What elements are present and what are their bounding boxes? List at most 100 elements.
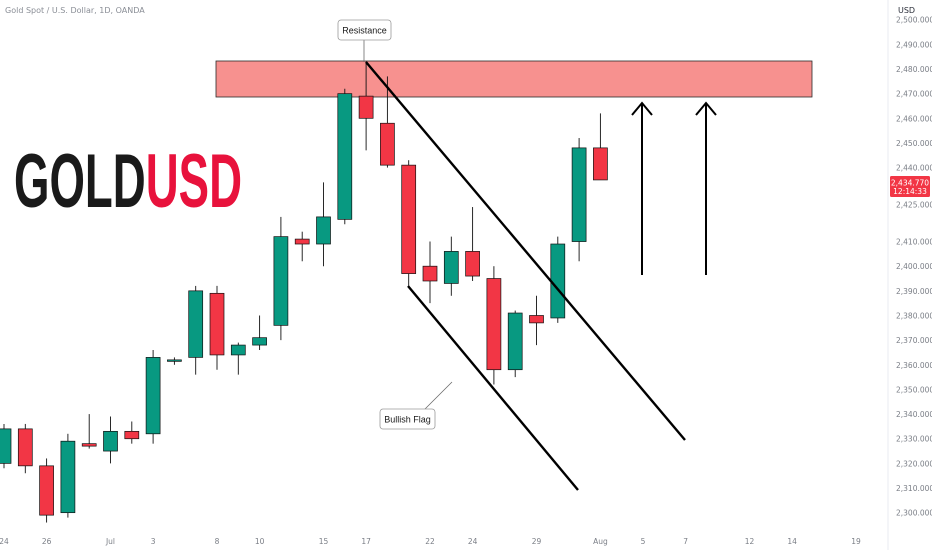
candle-up (103, 416, 118, 464)
candle-up (443, 236, 459, 296)
candle-body (358, 95, 374, 119)
candle-up (0, 423, 12, 469)
candle-body (167, 359, 182, 362)
candle-up (273, 216, 289, 341)
x-tick-label: 15 (319, 537, 329, 546)
flag-upper-line[interactable] (365, 61, 686, 441)
x-tick-label: 24 (0, 537, 9, 546)
candle-body (124, 430, 140, 440)
y-tick-label: 2,390.000 (896, 287, 932, 296)
symbol-header: Gold Spot / U.S. Dollar, 1D, OANDA (5, 6, 145, 15)
candle-up (507, 310, 523, 378)
brand-part-gold: GOLD (14, 139, 146, 224)
y-tick-label: 2,370.000 (896, 336, 932, 345)
y-axis: 2,300.000 2,310.000 2,320.000 2,330.000 2,34… (896, 16, 932, 518)
x-tick-label: 24 (468, 537, 478, 546)
candle-up (252, 315, 267, 350)
candle-body (337, 93, 353, 220)
candle-up (550, 236, 566, 323)
x-tick-label: 8 (215, 537, 220, 546)
candle-down (124, 421, 140, 444)
candle-body (0, 428, 12, 464)
last-price-countdown: 12:14:33 (893, 187, 927, 196)
candle-body (571, 147, 587, 242)
x-tick-label: 5 (641, 537, 646, 546)
candle-up (188, 285, 204, 375)
candle-body (316, 216, 331, 245)
candle-down (593, 113, 608, 181)
candle-up (316, 182, 331, 267)
y-tick-label: 2,330.000 (896, 435, 932, 444)
candle-body (380, 122, 395, 166)
candle-down (401, 160, 417, 286)
y-tick-label: 2,480.000 (896, 65, 932, 74)
x-tick-label: 3 (151, 537, 156, 546)
y-tick-label: 2,450.000 (896, 139, 932, 148)
bullish-flag-callout[interactable]: Bullish Flag (379, 381, 453, 430)
x-tick-label: 14 (787, 537, 797, 546)
x-tick-label: 19 (851, 537, 861, 546)
y-tick-label: 2,470.000 (896, 90, 932, 99)
candle-body (465, 251, 480, 277)
y-tick-label: 2,490.000 (896, 40, 932, 49)
y-tick-label: 2,460.000 (896, 114, 932, 123)
x-tick-label: 7 (683, 537, 688, 546)
x-tick-label: Jul (105, 537, 115, 546)
y-tick-label: 2,500.000 (896, 16, 932, 25)
candle-body (486, 278, 502, 371)
candle-down (209, 285, 225, 370)
axis-unit: USD (898, 6, 915, 15)
candle-down (529, 295, 544, 346)
bullish-flag-label: Bullish Flag (384, 415, 431, 425)
candle-body (209, 292, 225, 356)
candle-body (529, 315, 544, 324)
candle-down (486, 266, 502, 385)
candle-body (81, 443, 97, 447)
x-tick-label: 10 (255, 537, 265, 546)
candle-body (17, 428, 33, 467)
candle-body (443, 251, 459, 284)
candle-body (593, 147, 608, 181)
candle-body (145, 357, 161, 435)
candle-body (550, 243, 566, 319)
candle-body (252, 337, 267, 346)
y-tick-label: 2,340.000 (896, 410, 932, 419)
candle-down (294, 231, 310, 262)
y-tick-label: 2,410.000 (896, 238, 932, 247)
flag-lower-line[interactable] (407, 285, 579, 491)
candle-body (507, 312, 523, 371)
candle-down (465, 207, 480, 281)
candle-body (188, 290, 204, 358)
x-tick-label: 26 (42, 537, 52, 546)
y-tick-label: 2,360.000 (896, 361, 932, 370)
candle-down (358, 61, 374, 151)
candle-body (60, 440, 76, 514)
x-tick-label: 29 (532, 537, 542, 546)
resistance-zone[interactable] (215, 60, 813, 98)
candle-up (337, 88, 353, 225)
x-tick-label: 17 (361, 537, 371, 546)
resistance-callout[interactable]: Resistance (337, 19, 392, 62)
target-arrow-2[interactable] (695, 101, 717, 275)
last-price-tag: 2,434.770 12:14:33 (890, 176, 930, 197)
candle-body (422, 265, 438, 282)
y-tick-label: 2,350.000 (896, 385, 932, 394)
y-tick-label: 2,300.000 (896, 509, 932, 518)
candle-body (103, 430, 118, 452)
brand-part-usd: USD (146, 139, 242, 224)
candle-down (17, 423, 33, 474)
resistance-label: Resistance (342, 26, 387, 36)
candle-body (294, 238, 310, 245)
brand-title: GOLDUSD (14, 139, 242, 224)
x-tick-label: 12 (745, 537, 755, 546)
y-tick-label: 2,425.000 (896, 201, 932, 210)
x-tick-label: Aug (593, 537, 608, 546)
last-price-value: 2,434.770 (891, 179, 929, 188)
candle-up (145, 350, 161, 444)
candle-up (60, 433, 76, 518)
y-tick-label: 2,320.000 (896, 459, 932, 468)
candle-up (167, 357, 182, 365)
x-axis: 24 26 Jul 3 8 10 15 17 22 24 29 Aug 5 7 12 14 19 (0, 537, 861, 546)
target-arrow-1[interactable] (631, 101, 653, 275)
